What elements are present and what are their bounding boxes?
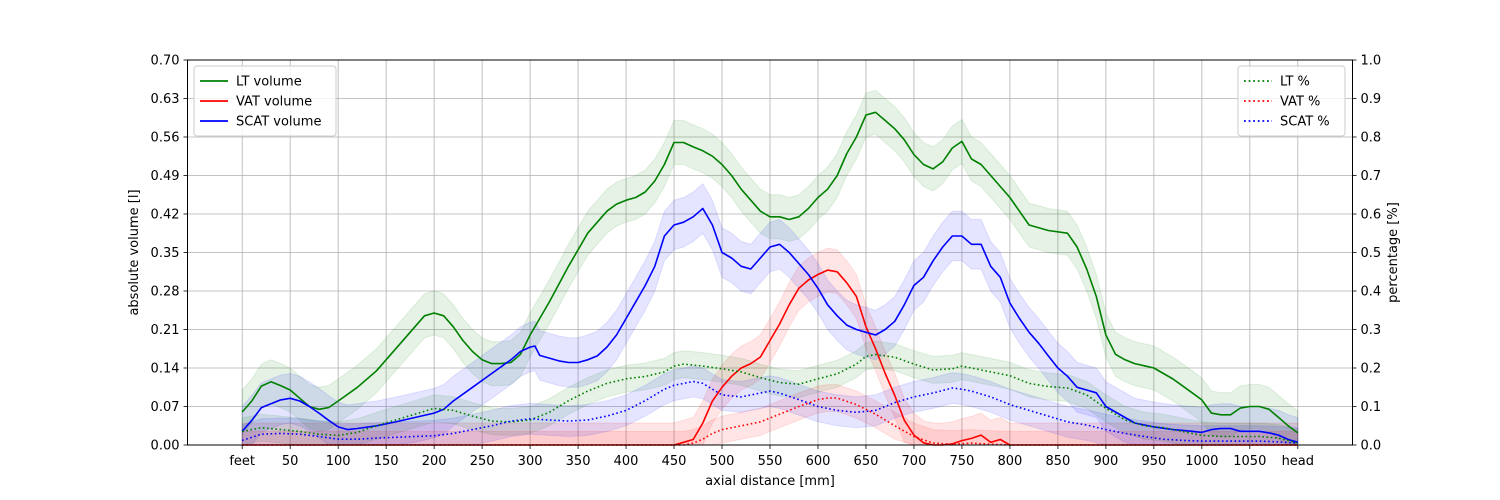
y-axis-left-label: absolute volume [l] [127, 189, 142, 315]
y-left-tick-label: 0.00 [151, 439, 180, 454]
y-left-tick-label: 0.28 [151, 285, 180, 300]
y-right-tick-label: 0.7 [1361, 169, 1382, 184]
x-tick-label: 650 [854, 454, 879, 469]
x-tick-label: 450 [662, 454, 687, 469]
scat-percent-line [241, 380, 1298, 444]
legend-percent: LT % VAT % SCAT % [1237, 65, 1346, 137]
legend-volume: LT volume VAT volume SCAT volume [193, 65, 337, 137]
grid-lines [187, 59, 1353, 446]
y-right-tick-label: 0.8 [1361, 131, 1382, 146]
y-right-tick-label: 0.0 [1361, 439, 1382, 454]
y-left-tick-label: 0.07 [151, 400, 180, 415]
x-tick-label: 50 [282, 454, 299, 469]
x-tick-label: 500 [710, 454, 735, 469]
x-tick-label: 200 [422, 454, 447, 469]
series-lines [241, 111, 1299, 446]
confidence-bands [241, 89, 1299, 446]
lt-volume-legend-label: LT volume [236, 75, 302, 90]
lt-percent-line [242, 353, 1299, 444]
y-left-tick-label: 0.42 [151, 208, 180, 223]
x-tick-label: 950 [1141, 454, 1166, 469]
x-tick-label: 100 [326, 454, 351, 469]
y-axis-right-label: percentage [%] [1386, 202, 1401, 303]
y-axis-right-ticks: 0.0 0.1 0.2 0.3 0.4 0.5 0.6 0.7 0.8 0.9 1.0 [1352, 54, 1382, 454]
x-tick-label: 600 [806, 454, 831, 469]
vat-volume-legend-label: VAT volume [236, 95, 312, 110]
y-right-tick-label: 1.0 [1361, 54, 1382, 69]
y-right-tick-label: 0.1 [1361, 400, 1382, 415]
x-tick-label: 900 [1093, 454, 1118, 469]
x-tick-label: 700 [902, 454, 927, 469]
y-axis-left-ticks: 0.00 0.07 0.14 0.21 0.28 0.35 0.42 0.49 0.56 0.63… [151, 54, 188, 454]
lt-percent-legend-label: LT % [1280, 75, 1310, 90]
scat-volume-legend-label: SCAT volume [236, 115, 321, 130]
x-tick-label: 750 [950, 454, 975, 469]
y-left-tick-label: 0.70 [151, 54, 180, 69]
vat-percent-line [242, 397, 1298, 446]
x-tick-label: 1050 [1233, 454, 1266, 469]
y-left-tick-label: 0.21 [151, 323, 180, 338]
y-left-tick-label: 0.56 [151, 131, 180, 146]
y-left-tick-label: 0.35 [151, 246, 180, 261]
x-tick-label: 1000 [1185, 454, 1218, 469]
y-right-tick-label: 0.2 [1361, 362, 1382, 377]
x-tick-label: 350 [566, 454, 591, 469]
x-tick-label: 800 [997, 454, 1022, 469]
y-right-tick-label: 0.3 [1361, 323, 1382, 338]
x-tick-label: 300 [518, 454, 543, 469]
scat-percent-legend-label: SCAT % [1280, 115, 1330, 130]
x-tick-label: 550 [758, 454, 783, 469]
y-right-tick-label: 0.5 [1361, 246, 1382, 261]
legend-box [1237, 65, 1346, 137]
x-axis-label: axial distance [mm] [705, 474, 835, 489]
x-tick-label: feet [229, 454, 255, 469]
vat-percent-legend-label: VAT % [1280, 95, 1320, 110]
scat-volume-line [241, 207, 1299, 444]
vat-volume-line [242, 269, 1298, 446]
lt-volume-line [241, 111, 1299, 434]
y-right-tick-label: 0.4 [1361, 285, 1382, 300]
x-axis-ticks: feet 50 100 150 200 250 300 350 400 450 500 550 600 6… [229, 445, 1314, 469]
y-left-tick-label: 0.14 [151, 362, 180, 377]
y-left-tick-label: 0.63 [151, 92, 180, 107]
x-tick-label: 850 [1045, 454, 1070, 469]
legend-box [193, 65, 337, 137]
x-tick-label: 250 [470, 454, 495, 469]
x-tick-label: 150 [374, 454, 399, 469]
x-tick-label: 400 [614, 454, 639, 469]
y-left-tick-label: 0.49 [151, 169, 180, 184]
y-right-tick-label: 0.6 [1361, 208, 1382, 223]
x-tick-label: head [1282, 454, 1314, 469]
y-right-tick-label: 0.9 [1361, 92, 1382, 107]
